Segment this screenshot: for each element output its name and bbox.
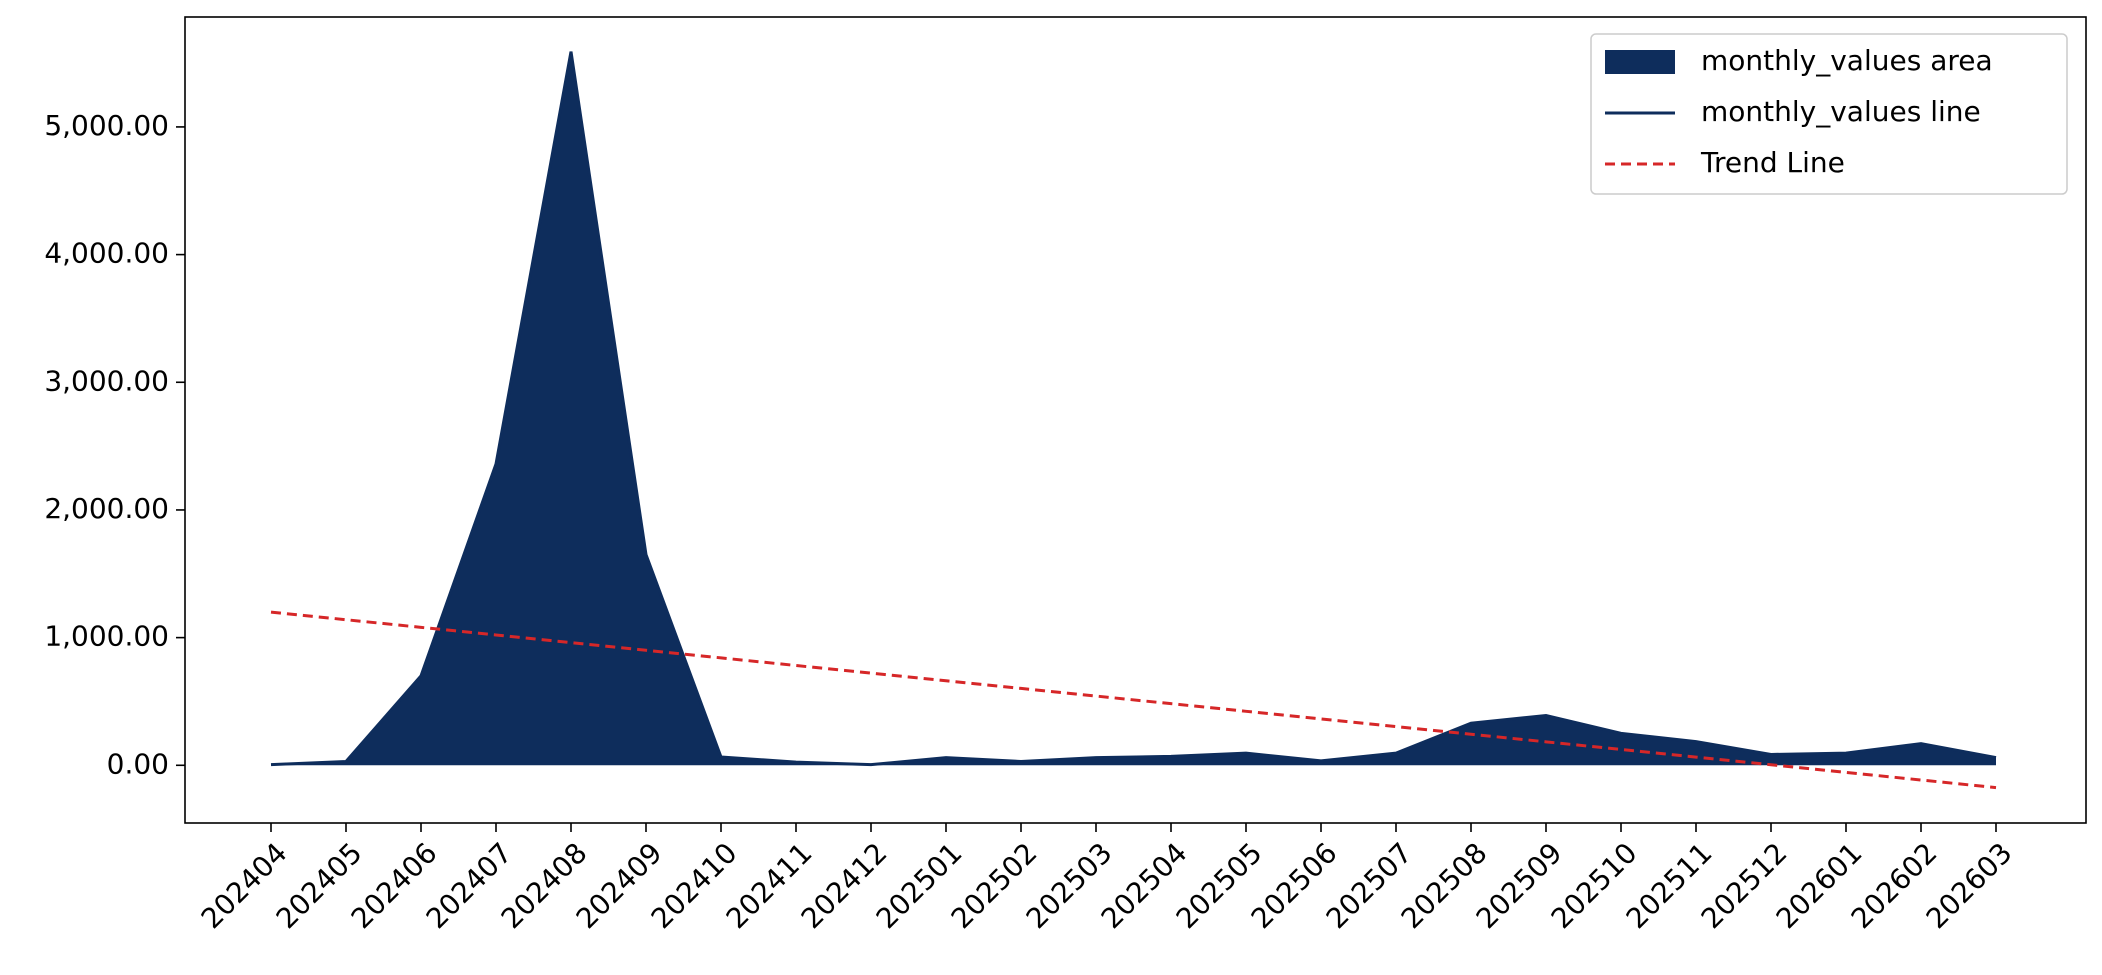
- legend-box: [1590, 33, 2068, 195]
- legend-label: Trend Line: [1700, 146, 1845, 179]
- y-tick-label: 2,000.00: [44, 492, 169, 525]
- trend-line: [270, 610, 1997, 790]
- y-tick-label: 0.00: [107, 747, 169, 780]
- area: [271, 51, 1996, 766]
- y-tick-label: 4,000.00: [44, 237, 169, 270]
- legend-label: monthly_values area: [1701, 44, 1993, 77]
- y-tick-label: 3,000.00: [44, 364, 169, 397]
- y-tick-label: 1,000.00: [44, 620, 169, 653]
- plot-frame: [184, 16, 2087, 824]
- y-tick-label: 5,000.00: [44, 109, 169, 142]
- line: [270, 51, 1997, 767]
- legend-swatch: [1605, 50, 1675, 74]
- legend-label: monthly_values line: [1701, 95, 1981, 128]
